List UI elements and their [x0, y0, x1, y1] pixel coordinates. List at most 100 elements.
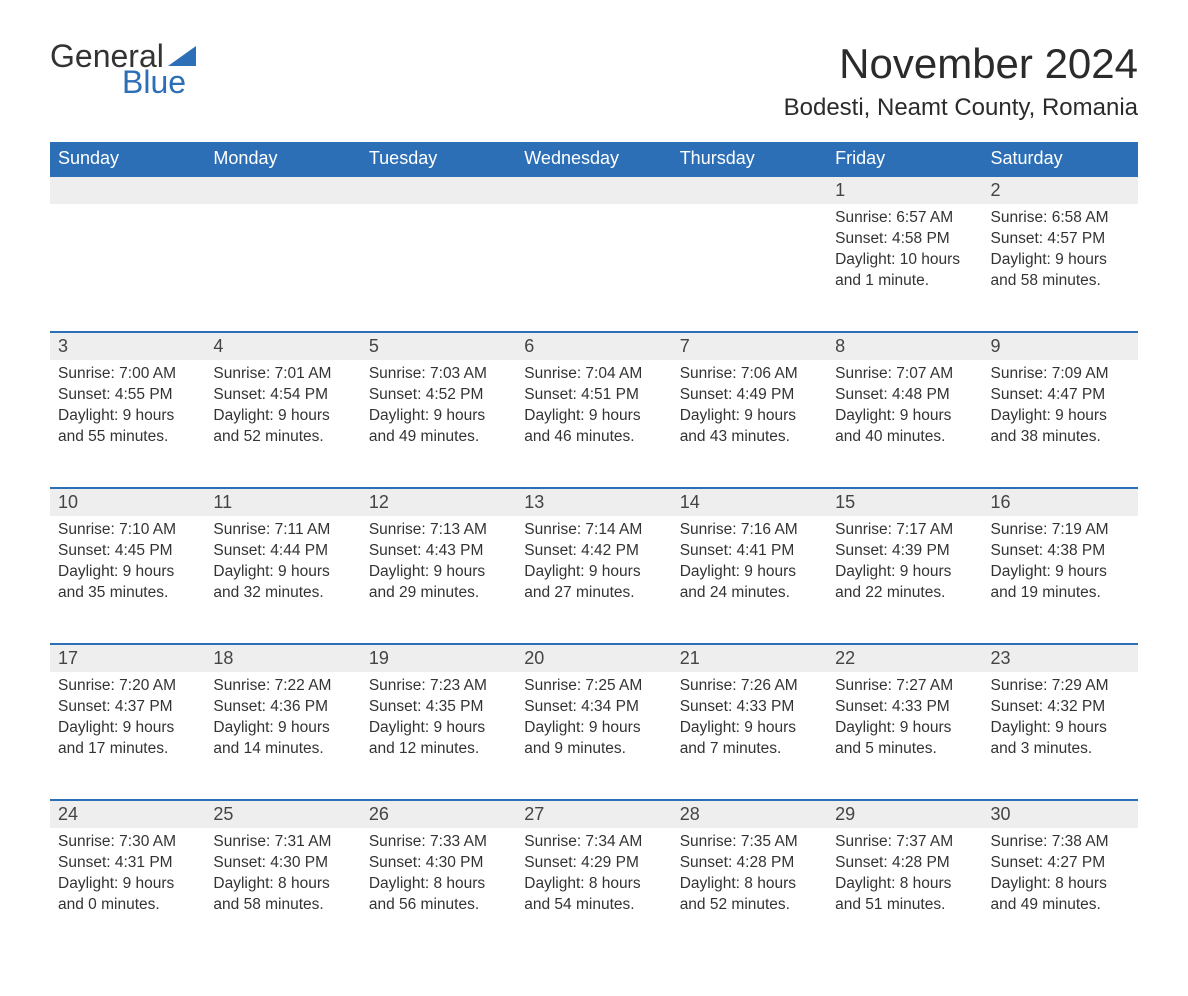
day-number-cell: 30: [983, 800, 1138, 828]
daylight-text: Daylight: 9 hours and 49 minutes.: [369, 406, 508, 448]
sunrise-text: Sunrise: 7:31 AM: [213, 832, 352, 853]
sunrise-text: Sunrise: 7:27 AM: [835, 676, 974, 697]
daylight-text: Daylight: 9 hours and 0 minutes.: [58, 874, 197, 916]
day-content-cell: Sunrise: 7:31 AMSunset: 4:30 PMDaylight:…: [205, 828, 360, 956]
day-content-cell: Sunrise: 7:06 AMSunset: 4:49 PMDaylight:…: [672, 360, 827, 488]
day-number-cell: 22: [827, 644, 982, 672]
sunset-text: Sunset: 4:55 PM: [58, 385, 197, 406]
day-number-cell: 29: [827, 800, 982, 828]
day-number-cell: 17: [50, 644, 205, 672]
sunrise-text: Sunrise: 6:58 AM: [991, 208, 1130, 229]
day-number-cell: 19: [361, 644, 516, 672]
sunrise-text: Sunrise: 7:29 AM: [991, 676, 1130, 697]
day-number-cell: 3: [50, 332, 205, 360]
daylight-text: Daylight: 9 hours and 32 minutes.: [213, 562, 352, 604]
sunrise-text: Sunrise: 7:00 AM: [58, 364, 197, 385]
day-content-cell: Sunrise: 6:58 AMSunset: 4:57 PMDaylight:…: [983, 204, 1138, 332]
daylight-text: Daylight: 8 hours and 54 minutes.: [524, 874, 663, 916]
daylight-text: Daylight: 8 hours and 52 minutes.: [680, 874, 819, 916]
daylight-text: Daylight: 9 hours and 17 minutes.: [58, 718, 197, 760]
day-number-cell: 14: [672, 488, 827, 516]
sunrise-text: Sunrise: 7:20 AM: [58, 676, 197, 697]
month-title: November 2024: [784, 40, 1138, 88]
day-content-cell: Sunrise: 7:14 AMSunset: 4:42 PMDaylight:…: [516, 516, 671, 644]
sunset-text: Sunset: 4:57 PM: [991, 229, 1130, 250]
sunrise-text: Sunrise: 7:23 AM: [369, 676, 508, 697]
sunset-text: Sunset: 4:58 PM: [835, 229, 974, 250]
day-content-cell: Sunrise: 7:27 AMSunset: 4:33 PMDaylight:…: [827, 672, 982, 800]
weekday-header: Thursday: [672, 142, 827, 176]
sunrise-text: Sunrise: 7:13 AM: [369, 520, 508, 541]
sunrise-text: Sunrise: 7:11 AM: [213, 520, 352, 541]
weekday-header-row: Sunday Monday Tuesday Wednesday Thursday…: [50, 142, 1138, 176]
daylight-text: Daylight: 9 hours and 29 minutes.: [369, 562, 508, 604]
day-number-cell: 27: [516, 800, 671, 828]
daylight-text: Daylight: 8 hours and 56 minutes.: [369, 874, 508, 916]
sunset-text: Sunset: 4:36 PM: [213, 697, 352, 718]
daylight-text: Daylight: 9 hours and 12 minutes.: [369, 718, 508, 760]
day-number-cell: 4: [205, 332, 360, 360]
day-number-cell: 26: [361, 800, 516, 828]
day-content-row: Sunrise: 7:00 AMSunset: 4:55 PM Daylight:…: [50, 360, 1138, 488]
sunset-text: Sunset: 4:54 PM: [213, 385, 352, 406]
day-number-cell: 8: [827, 332, 982, 360]
sunrise-text: Sunrise: 6:57 AM: [835, 208, 974, 229]
day-number-cell: 25: [205, 800, 360, 828]
day-number-cell: 23: [983, 644, 1138, 672]
day-content-cell: Sunrise: 7:01 AMSunset: 4:54 PMDaylight:…: [205, 360, 360, 488]
daylight-text: Daylight: 9 hours and 9 minutes.: [524, 718, 663, 760]
day-content-cell: Sunrise: 7:13 AMSunset: 4:43 PMDaylight:…: [361, 516, 516, 644]
sunrise-text: Sunrise: 7:07 AM: [835, 364, 974, 385]
day-number-cell: 6: [516, 332, 671, 360]
brand-logo: General Blue: [50, 40, 196, 98]
day-content-cell: [205, 204, 360, 332]
day-number-row: 10111213141516: [50, 488, 1138, 516]
sunrise-text: Sunrise: 7:04 AM: [524, 364, 663, 385]
sunrise-text: Sunrise: 7:06 AM: [680, 364, 819, 385]
sunset-text: Sunset: 4:48 PM: [835, 385, 974, 406]
daylight-text: Daylight: 9 hours and 38 minutes.: [991, 406, 1130, 448]
day-number-cell: [516, 176, 671, 204]
day-content-cell: Sunrise: 7:11 AMSunset: 4:44 PMDaylight:…: [205, 516, 360, 644]
sunrise-text: Sunrise: 7:03 AM: [369, 364, 508, 385]
daylight-text: Daylight: 9 hours and 58 minutes.: [991, 250, 1130, 292]
daylight-text: Daylight: 9 hours and 7 minutes.: [680, 718, 819, 760]
day-number-cell: [205, 176, 360, 204]
day-content-cell: Sunrise: 7:17 AMSunset: 4:39 PMDaylight:…: [827, 516, 982, 644]
day-content-cell: [516, 204, 671, 332]
day-number-cell: 7: [672, 332, 827, 360]
weekday-header: Sunday: [50, 142, 205, 176]
day-number-cell: 15: [827, 488, 982, 516]
sunrise-text: Sunrise: 7:16 AM: [680, 520, 819, 541]
day-content-cell: Sunrise: 7:09 AMSunset: 4:47 PMDaylight:…: [983, 360, 1138, 488]
day-content-cell: Sunrise: 7:25 AMSunset: 4:34 PMDaylight:…: [516, 672, 671, 800]
sunrise-text: Sunrise: 7:19 AM: [991, 520, 1130, 541]
logo-triangle-icon: [168, 46, 196, 66]
day-number-row: 3456789: [50, 332, 1138, 360]
day-number-row: 17181920212223: [50, 644, 1138, 672]
day-content-cell: Sunrise: 7:07 AMSunset: 4:48 PMDaylight:…: [827, 360, 982, 488]
daylight-text: Daylight: 9 hours and 43 minutes.: [680, 406, 819, 448]
daylight-text: Daylight: 8 hours and 58 minutes.: [213, 874, 352, 916]
day-number-cell: 10: [50, 488, 205, 516]
daylight-text: Daylight: 9 hours and 24 minutes.: [680, 562, 819, 604]
weekday-header: Saturday: [983, 142, 1138, 176]
daylight-text: Daylight: 9 hours and 46 minutes.: [524, 406, 663, 448]
daylight-text: Daylight: 9 hours and 52 minutes.: [213, 406, 352, 448]
sunset-text: Sunset: 4:41 PM: [680, 541, 819, 562]
weekday-header: Friday: [827, 142, 982, 176]
day-content-cell: [50, 204, 205, 332]
sunset-text: Sunset: 4:30 PM: [369, 853, 508, 874]
sunset-text: Sunset: 4:37 PM: [58, 697, 197, 718]
day-number-cell: 12: [361, 488, 516, 516]
day-content-row: Sunrise: 7:20 AMSunset: 4:37 PMDaylight:…: [50, 672, 1138, 800]
daylight-text: Daylight: 9 hours and 3 minutes.: [991, 718, 1130, 760]
sunset-text: Sunset: 4:29 PM: [524, 853, 663, 874]
sunset-text: Sunset: 4:45 PM: [58, 541, 197, 562]
day-number-cell: 24: [50, 800, 205, 828]
sunrise-text: Sunrise: 7:01 AM: [213, 364, 352, 385]
brand-word2: Blue: [122, 66, 196, 98]
sunrise-text: Sunrise: 7:38 AM: [991, 832, 1130, 853]
day-content-cell: [361, 204, 516, 332]
daylight-text: Daylight: 9 hours and 5 minutes.: [835, 718, 974, 760]
